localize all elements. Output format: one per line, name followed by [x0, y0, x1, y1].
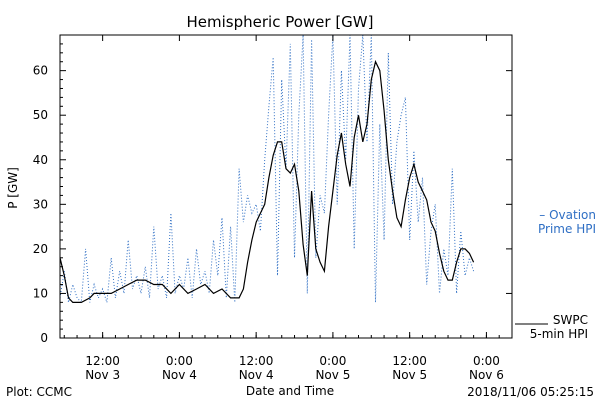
x-tick-label-time: 0:00 [166, 354, 193, 368]
y-tick-label: 0 [40, 331, 48, 345]
y-axis: 0 10 20 30 40 50 60 [33, 34, 512, 345]
swpc-5min-hpi-line [60, 59, 475, 303]
series-layer [60, 35, 475, 304]
x-tick-label-date: Nov 6 [469, 368, 504, 382]
x-tick-label-date: Nov 5 [315, 368, 350, 382]
y-tick-label: 50 [33, 108, 48, 122]
x-tick-label-date: Nov 4 [162, 368, 197, 382]
legend-swpc-line1: SWPC [553, 313, 588, 327]
x-tick-label-time: 0:00 [473, 354, 500, 368]
y-tick-label: 20 [33, 242, 48, 256]
legend-ovation: – Ovation Prime HPI [538, 208, 596, 236]
x-tick-label-time: 12:00 [239, 354, 274, 368]
x-tick-label-time: 12:00 [85, 354, 120, 368]
x-tick-label-time: 0:00 [319, 354, 346, 368]
ovation-prime-hpi-line [60, 35, 475, 304]
legend-swpc: SWPC 5-min HPI [515, 313, 588, 341]
x-axis-label: Date and Time [246, 384, 334, 398]
x-tick-label-date: Nov 4 [239, 368, 274, 382]
x-tick-label-time: 12:00 [392, 354, 427, 368]
chart-title: Hemispheric Power [GW] [187, 13, 374, 31]
y-tick-label: 10 [33, 286, 48, 300]
y-tick-label: 30 [33, 197, 48, 211]
y-tick-label: 40 [33, 153, 48, 167]
y-axis-label: P [GW] [6, 167, 20, 209]
legend-swpc-line2: 5-min HPI [530, 327, 588, 341]
plot-frame [59, 34, 513, 339]
plot-credit: Plot: CCMC [6, 385, 72, 399]
plot-area [60, 35, 475, 304]
legend-ovation-line1: – Ovation [539, 208, 596, 222]
x-tick-label-date: Nov 5 [392, 368, 427, 382]
legend-ovation-line2: Prime HPI [538, 222, 596, 236]
x-tick-label-date: Nov 3 [85, 368, 120, 382]
plot-timestamp: 2018/11/06 05:25:15 [467, 385, 594, 399]
y-tick-label: 60 [33, 64, 48, 78]
